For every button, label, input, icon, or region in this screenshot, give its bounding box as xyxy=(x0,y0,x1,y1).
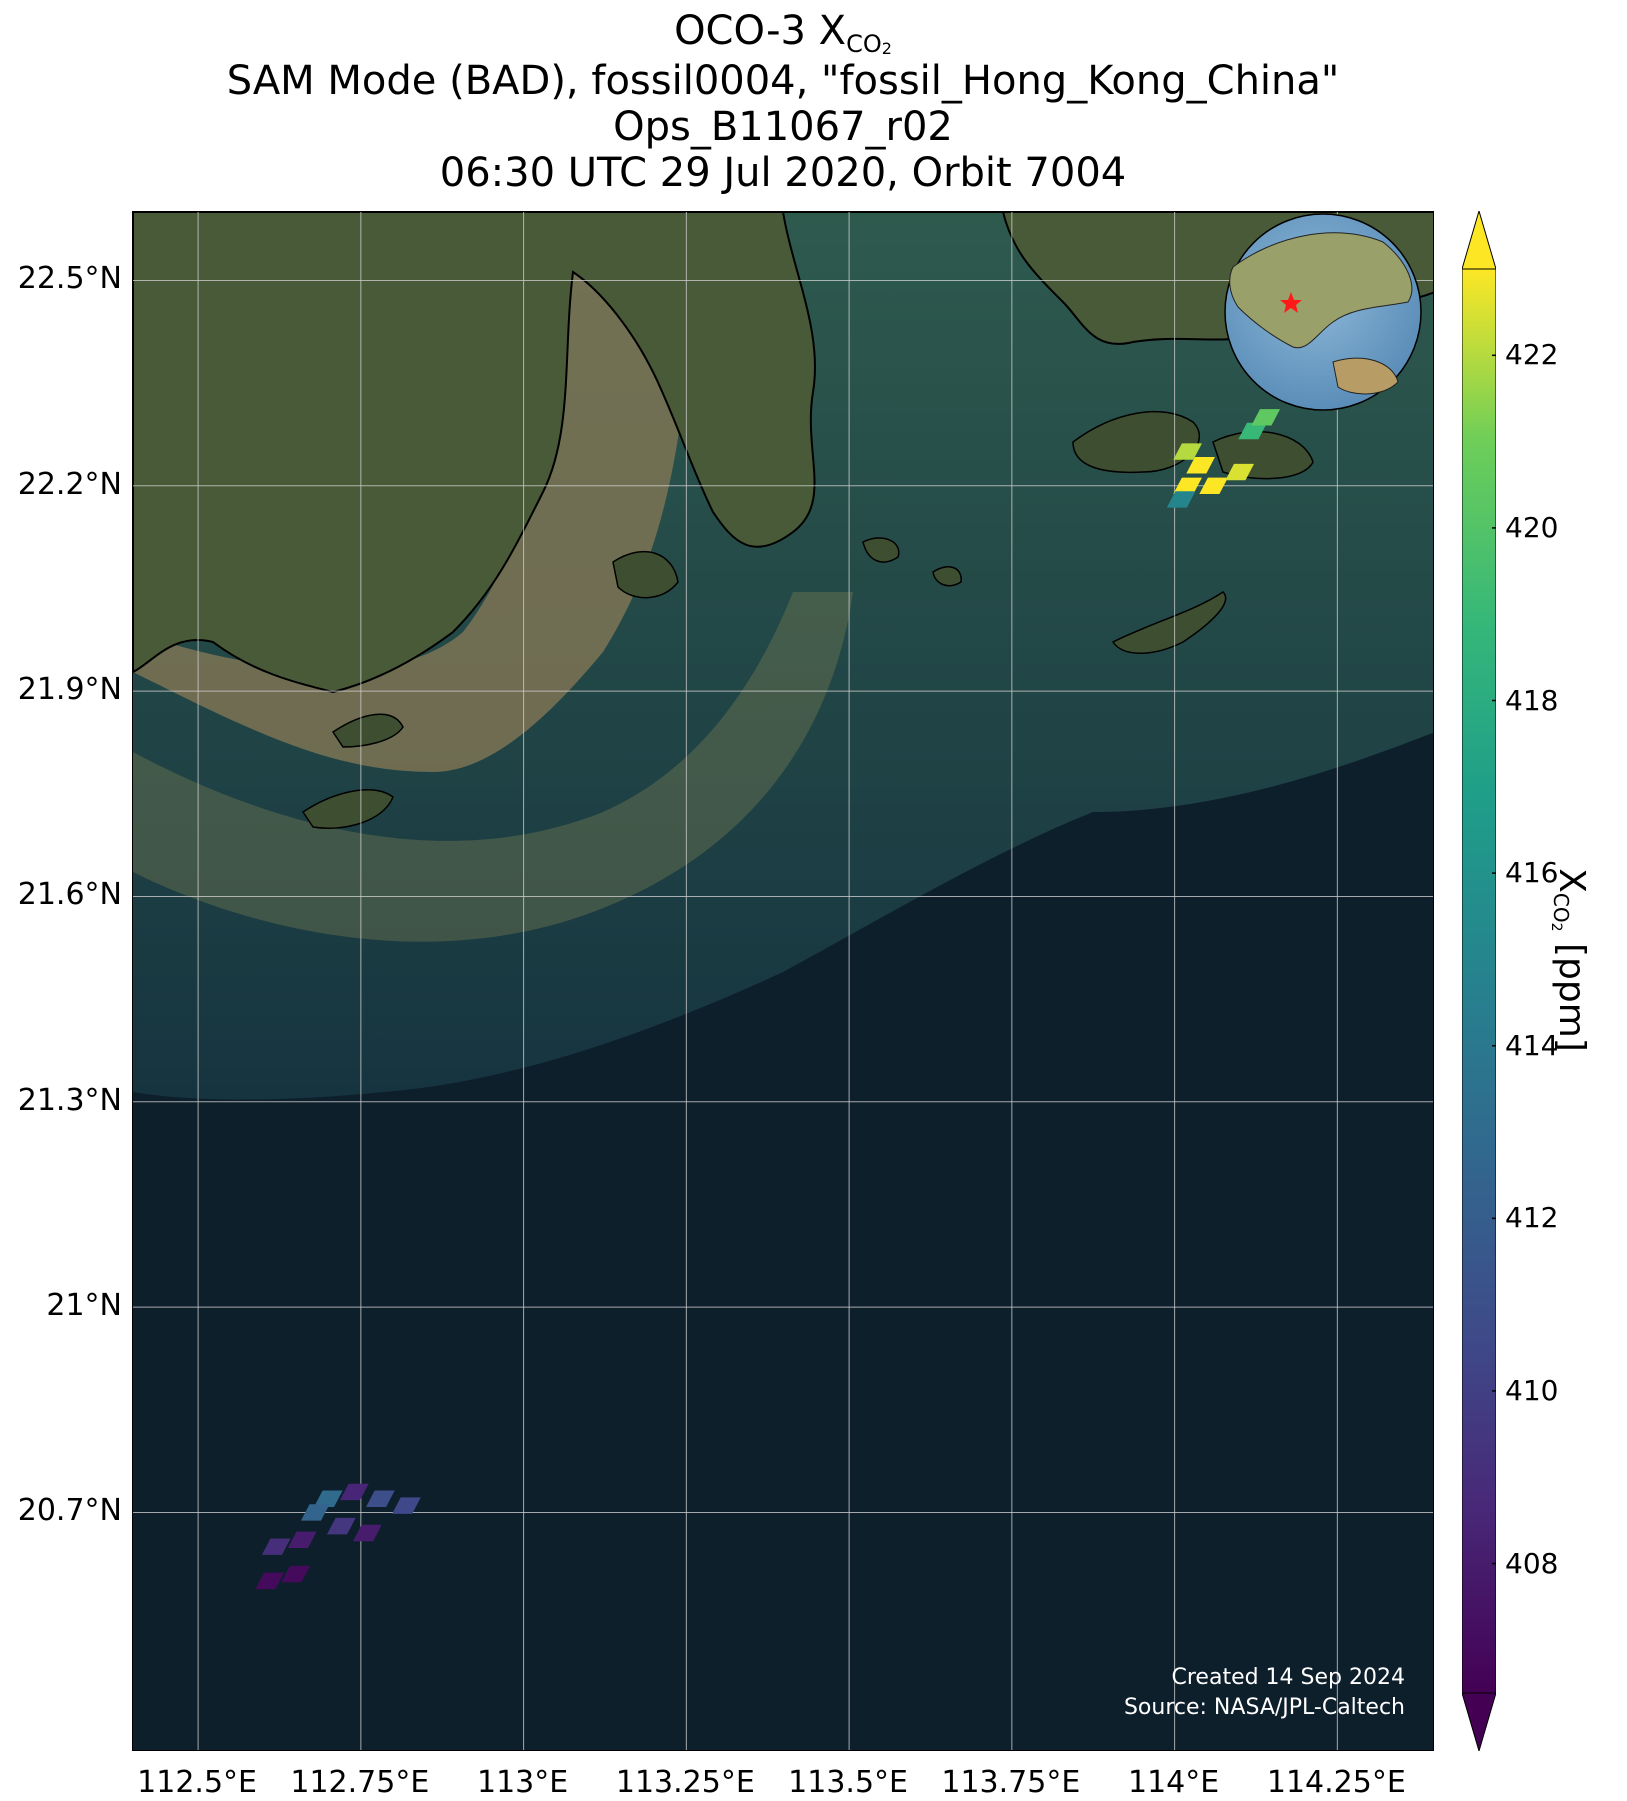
sounding-18 xyxy=(255,1572,285,1590)
lon-tick-label: 114°E xyxy=(1127,1765,1220,1800)
title-line3: Ops_B11067_r02 xyxy=(613,104,953,150)
map-canvas xyxy=(133,212,1433,1750)
sounding-7 xyxy=(1251,409,1281,426)
lat-tick-label: 20.7°N xyxy=(17,1493,122,1529)
sounding-9 xyxy=(340,1483,369,1501)
island-small-1 xyxy=(862,537,900,563)
sounding-16 xyxy=(261,1538,291,1555)
sounding-1 xyxy=(1199,477,1228,494)
xco2-soundings xyxy=(255,409,1281,1590)
lon-tick-label: 113.5°E xyxy=(788,1765,909,1800)
colorbar xyxy=(1462,211,1496,1751)
sounding-4 xyxy=(1173,443,1202,460)
colorbar-extend-bottom xyxy=(1462,1692,1496,1751)
sounding-12 xyxy=(300,1504,330,1521)
lat-tick-label: 21.3°N xyxy=(17,1082,122,1118)
sounding-6 xyxy=(1238,422,1268,440)
lon-tick-label: 112.75°E xyxy=(290,1765,430,1800)
colorbar-body xyxy=(1462,268,1496,1694)
colorbar-tickmarks xyxy=(1492,354,1496,1565)
estuary-plume xyxy=(133,592,853,942)
island-west-1 xyxy=(301,789,394,829)
lon-tick-label: 113°E xyxy=(476,1765,569,1800)
sounding-2 xyxy=(1225,463,1255,481)
created-text: Created 14 Sep 2024 xyxy=(1171,1665,1406,1690)
colorbar-tick-label: 416 xyxy=(1505,856,1559,890)
sounding-14 xyxy=(353,1524,382,1542)
target-star-icon xyxy=(1280,292,1302,313)
lon-tick-label: 114.25°E xyxy=(1266,1765,1406,1800)
lon-tick-label: 113.75°E xyxy=(941,1765,1081,1800)
colorbar-label: XCO2 [ppm] xyxy=(1548,868,1592,1052)
island-small-2 xyxy=(932,566,962,587)
sounding-5 xyxy=(1166,491,1196,508)
title-line4: 06:30 UTC 29 Jul 2020, Orbit 7004 xyxy=(439,150,1127,196)
lat-tick-label: 21.6°N xyxy=(17,877,122,913)
colorbar-tick-label: 410 xyxy=(1505,1373,1559,1407)
lat-tick-label: 22.5°N xyxy=(17,261,122,297)
title-line1: OCO-3 XCO2 xyxy=(674,8,892,58)
source-text: Source: NASA/JPL-Caltech xyxy=(1123,1695,1405,1720)
globe-australia-land xyxy=(1332,357,1399,395)
colorbar-tick-label: 414 xyxy=(1505,1028,1559,1062)
sounding-17 xyxy=(281,1565,311,1583)
sounding-8 xyxy=(313,1490,343,1507)
inset-globe xyxy=(1224,213,1422,411)
lat-tick-label: 21.9°N xyxy=(17,672,122,708)
colorbar-tick-label: 422 xyxy=(1505,338,1559,372)
lon-tick-label: 112.5°E xyxy=(137,1765,258,1800)
lat-tick-label: 22.2°N xyxy=(17,466,122,502)
globe-asia-land xyxy=(1229,232,1413,349)
colorbar-tick-label: 420 xyxy=(1505,510,1559,544)
colorbar-tick-label: 412 xyxy=(1505,1201,1559,1235)
lat-tick-label: 21°N xyxy=(46,1288,122,1324)
sounding-15 xyxy=(287,1531,317,1549)
sounding-11 xyxy=(392,1497,421,1514)
colorbar-extend-top xyxy=(1462,211,1496,270)
island-west-2 xyxy=(331,713,404,748)
colorbar-tick-label: 418 xyxy=(1505,683,1559,717)
island-zhuhai xyxy=(612,551,679,599)
island-wanshan xyxy=(1111,591,1227,654)
sounding-10 xyxy=(366,1490,395,1507)
lon-tick-label: 113.25°E xyxy=(615,1765,755,1800)
map-panel xyxy=(132,211,1434,1751)
sounding-3 xyxy=(1186,457,1215,474)
sounding-13 xyxy=(326,1517,356,1535)
sounding-0 xyxy=(1173,477,1202,494)
mainland xyxy=(133,212,1433,694)
title-line2: SAM Mode (BAD), fossil0004, "fossil_Hong… xyxy=(226,58,1340,104)
colorbar-tick-label: 408 xyxy=(1505,1546,1559,1580)
